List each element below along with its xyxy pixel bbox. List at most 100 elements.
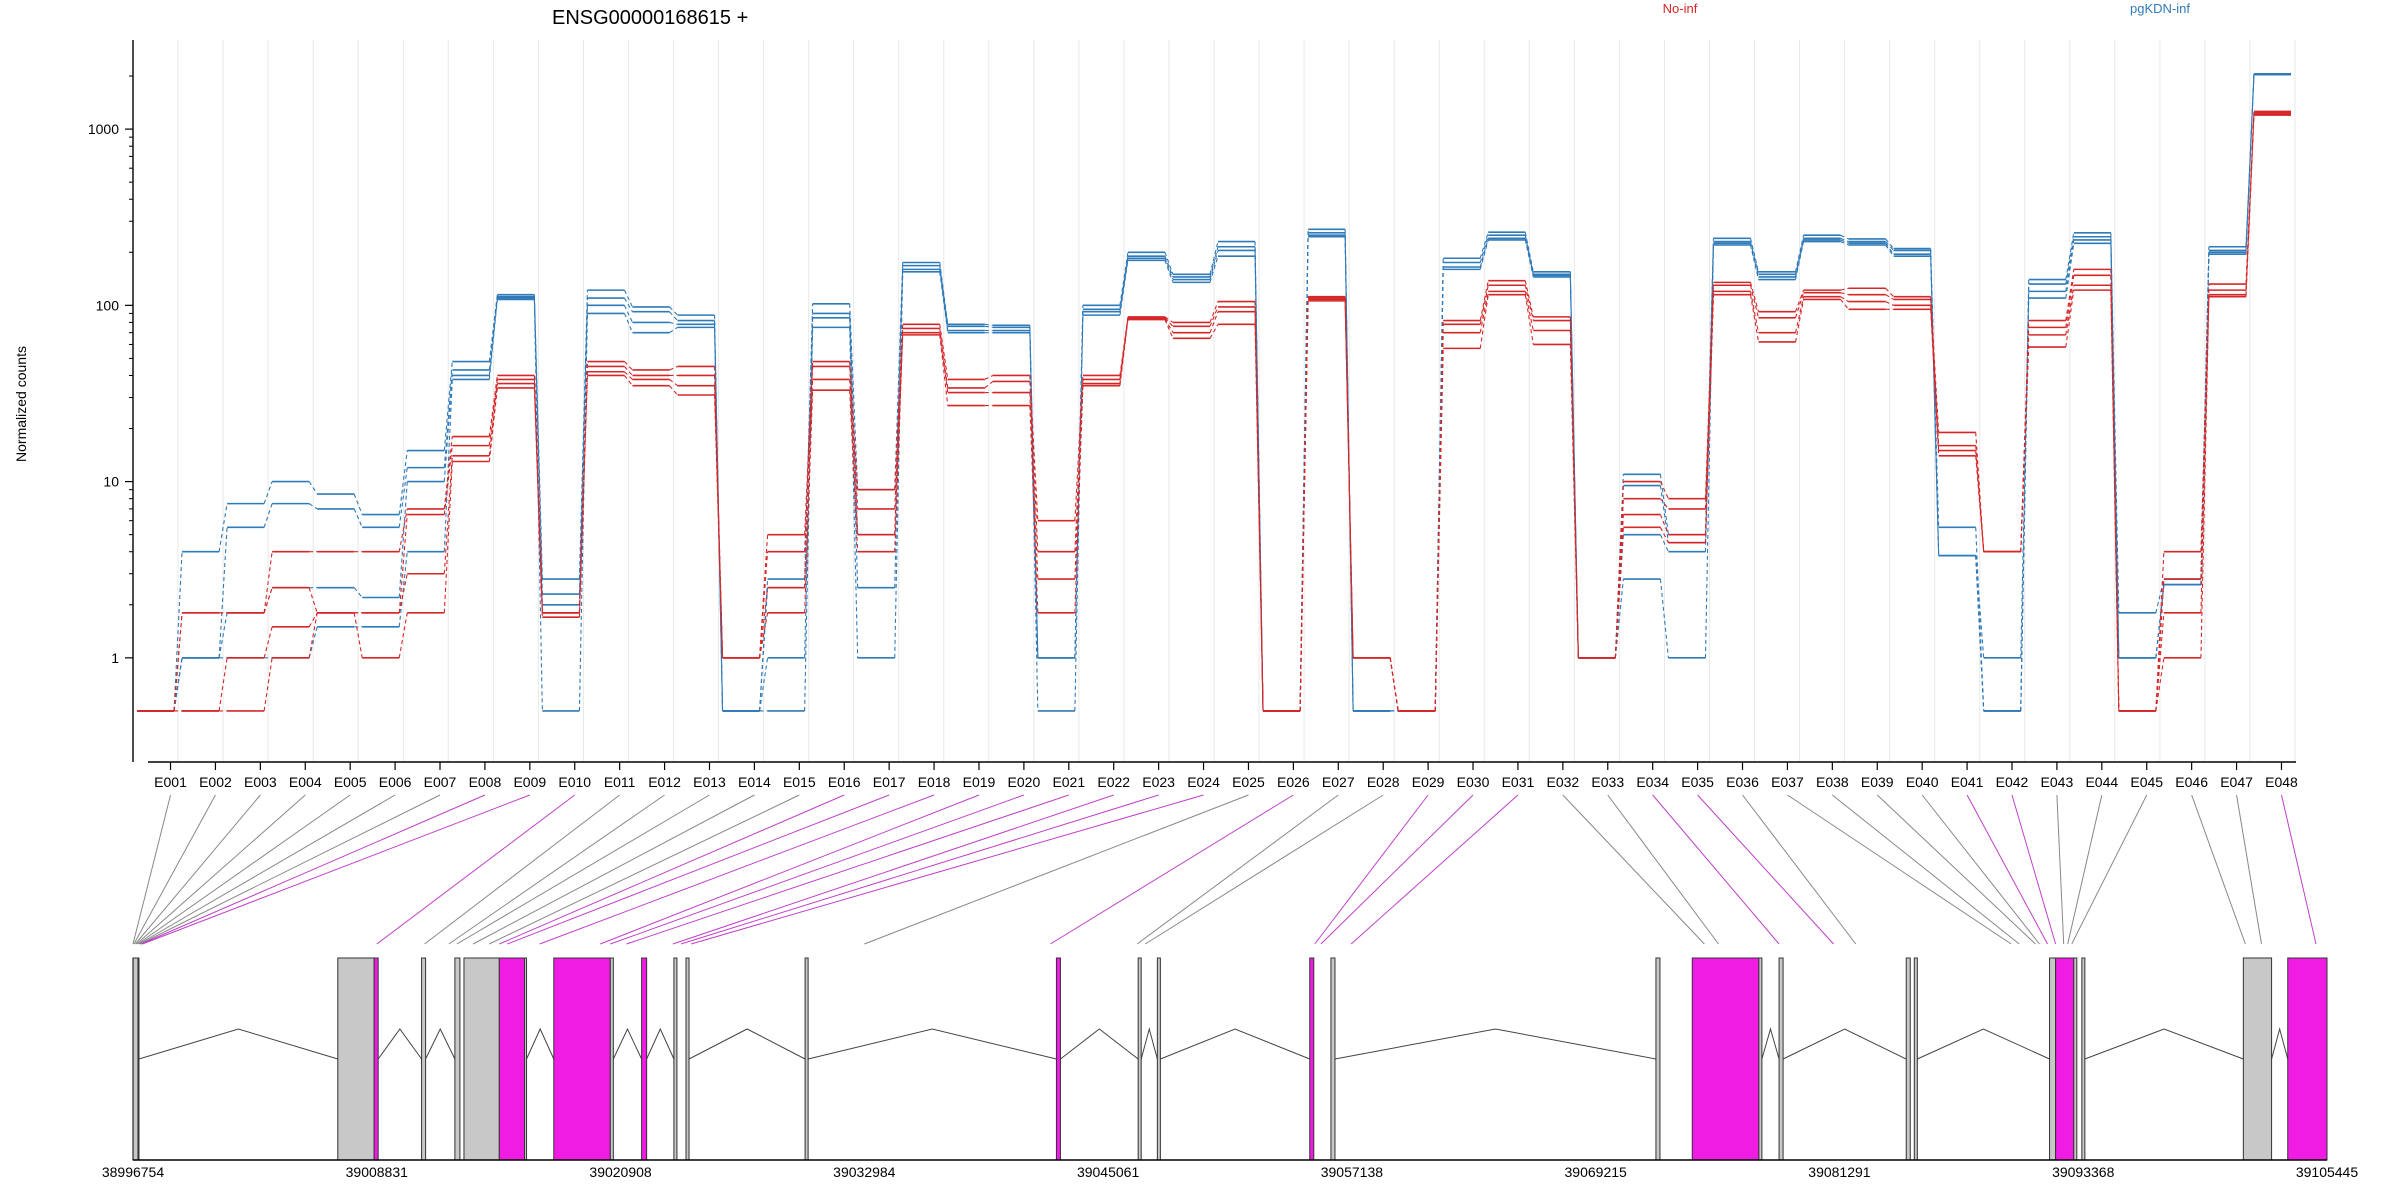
series-step — [1930, 296, 1940, 433]
exon-block — [1137, 957, 1142, 1161]
series-step — [1885, 241, 1895, 251]
x-tick-label: E011 — [604, 774, 636, 790]
x-tick-label: E007 — [424, 774, 457, 790]
series-step — [804, 366, 814, 552]
exon-connector — [600, 794, 980, 945]
x-tick-label: E028 — [1367, 774, 1400, 790]
series-step — [1659, 514, 1669, 535]
series-step — [804, 303, 814, 580]
exon-connector — [2071, 794, 2148, 945]
exon-connector — [142, 794, 531, 945]
intron — [1334, 1028, 1657, 1060]
x-tick-label: E042 — [1996, 774, 2029, 790]
series-step — [1164, 252, 1174, 275]
exon-connector — [2056, 794, 2065, 945]
exon-connector — [2191, 794, 2246, 945]
series-step — [939, 271, 949, 333]
exon-block — [1055, 957, 1061, 1161]
exon-block — [685, 957, 690, 1161]
legend-label-pgkdn-inf: pgKDN-inf — [2130, 1, 2190, 16]
exon-block — [463, 957, 500, 1161]
x-tick-label: E039 — [1861, 774, 1894, 790]
exon-block — [1758, 957, 1763, 1161]
series-step — [984, 325, 993, 328]
series-step — [1704, 294, 1715, 543]
series-step — [939, 265, 949, 327]
series-step — [1749, 294, 1760, 343]
intron — [377, 1028, 422, 1060]
exon-block — [2049, 957, 2057, 1161]
series-step — [218, 657, 228, 711]
series-step — [1885, 294, 1894, 300]
exon-block — [337, 957, 375, 1161]
series-step — [2245, 113, 2255, 295]
exon-block — [804, 957, 809, 1161]
series-step — [1975, 527, 1985, 711]
exon-connector — [136, 794, 306, 945]
series-step — [1119, 318, 1129, 384]
series-step — [1885, 301, 1894, 306]
series-step — [1930, 309, 1940, 456]
series-step — [1164, 317, 1174, 327]
x-tick-label: E046 — [2175, 774, 2208, 790]
series-step — [1029, 332, 1039, 711]
series-step — [1704, 285, 1715, 509]
genomic-tick-label: 39057138 — [1321, 1164, 1384, 1180]
series-step — [308, 612, 318, 658]
series-step — [894, 271, 904, 658]
series-step — [1524, 280, 1534, 318]
series-step — [669, 321, 678, 325]
y-tick-label: 10 — [103, 474, 119, 490]
series-step — [578, 371, 588, 613]
series-step — [624, 361, 633, 371]
series-step — [984, 381, 994, 389]
x-tick-label: E029 — [1412, 774, 1445, 790]
exon-block — [421, 957, 427, 1161]
exon-block — [673, 957, 678, 1161]
series-step — [1029, 392, 1039, 580]
genomic-tick-label: 38996754 — [102, 1164, 165, 1180]
series-step — [1795, 235, 1805, 272]
series-step — [398, 467, 408, 528]
x-tick-label: E017 — [873, 774, 906, 790]
exon-connector — [1562, 794, 1705, 945]
series-step — [2200, 254, 2210, 585]
series-step — [1659, 527, 1669, 543]
exon-connector — [1652, 794, 1780, 945]
x-tick-label: E015 — [783, 774, 816, 790]
series-step — [804, 361, 814, 535]
series-step — [849, 327, 859, 658]
series-step — [759, 551, 769, 658]
genomic-tick-label: 39093368 — [2052, 1164, 2115, 1180]
series-step — [1749, 244, 1760, 280]
series-step — [308, 481, 318, 495]
exon-connector — [1314, 794, 1429, 945]
exon-block — [641, 957, 648, 1161]
series-step — [443, 436, 453, 509]
series-step — [578, 375, 588, 618]
intron — [646, 1027, 675, 1060]
exon-connector — [680, 794, 1159, 945]
series-step — [398, 514, 408, 613]
series-step — [398, 551, 408, 627]
series-step — [1209, 250, 1219, 280]
exon-block — [2287, 957, 2328, 1161]
series-step — [669, 306, 678, 316]
series-step — [1479, 291, 1489, 333]
exon-block — [1655, 957, 1661, 1161]
x-tick-label: E021 — [1052, 774, 1085, 790]
series-step — [2155, 584, 2165, 658]
exon-connector — [610, 794, 1025, 945]
series-step — [1930, 256, 1940, 556]
x-tick-label: E030 — [1457, 774, 1490, 790]
series-step — [1119, 252, 1129, 306]
series-step — [669, 378, 678, 387]
series-step — [1659, 481, 1669, 499]
x-tick-label: E025 — [1232, 774, 1265, 790]
series-step — [1479, 232, 1489, 259]
series-step — [1299, 300, 1309, 711]
series-step — [1164, 260, 1174, 283]
intron — [2271, 1027, 2289, 1060]
exon-connector — [1832, 794, 2020, 945]
series-step — [1975, 445, 1985, 552]
